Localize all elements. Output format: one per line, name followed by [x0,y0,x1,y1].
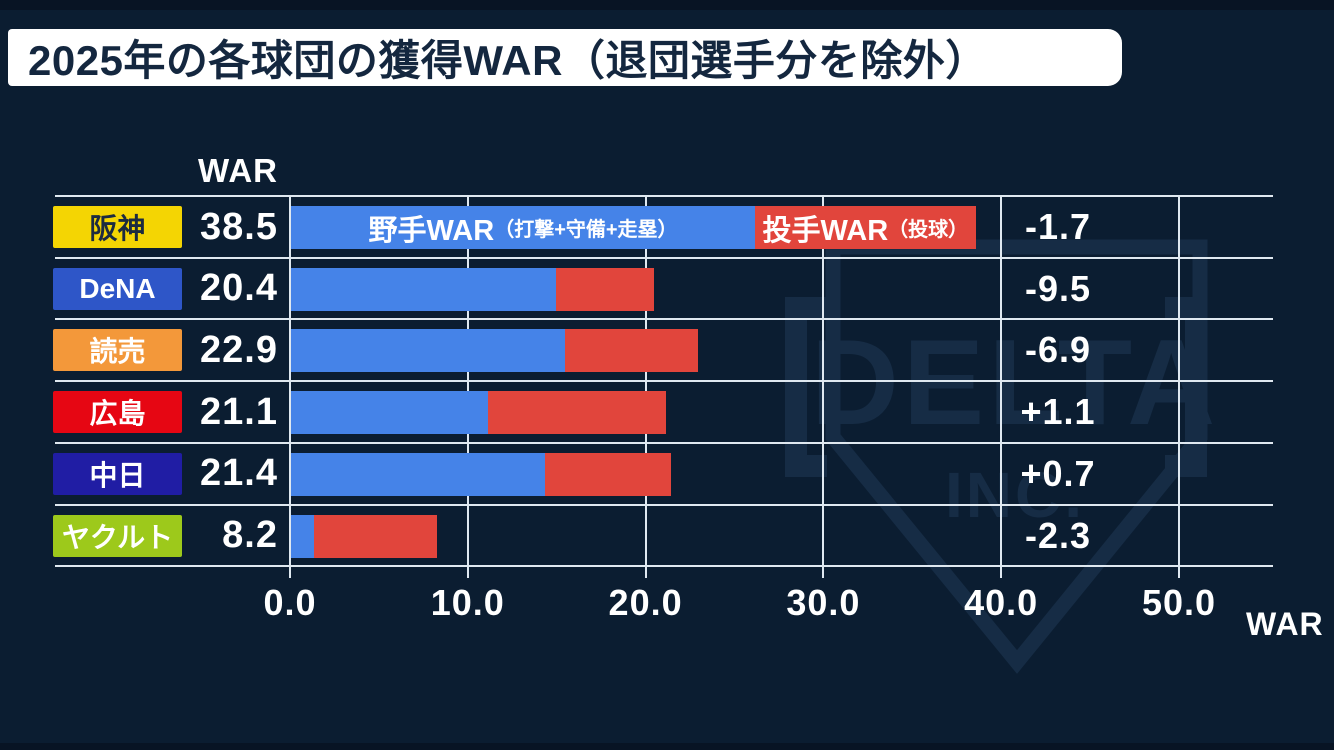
top-letterbox-strip [0,0,1334,10]
team-badge: 中日 [53,452,182,495]
grid-column-line [466,196,469,579]
team-badge: DeNA [53,267,182,310]
watermark-sub-text: INC. [945,459,1085,531]
batter-war-bar: 野手WAR （打撃+守備+走塁） [291,206,756,249]
team-row: 読売 22.9 -6.9 [0,319,1334,381]
grid-row-line [55,318,1273,321]
right-bracket-glyph [1165,297,1207,477]
grid-row-line [55,441,1273,444]
total-war-value: 38.5 [200,205,278,248]
team-badge: 阪神 [53,206,182,248]
batter-war-bar [291,514,315,558]
x-axis-title: WAR [1246,606,1324,642]
pitcher-war-bar [564,329,699,373]
title-banner: 2025年の各球団の獲得WAR（退団選手分を除外） [8,29,1122,86]
batter-legend-label: 野手WAR [368,214,495,247]
batter-war-bar [291,329,565,373]
batter-war-bar [291,267,556,311]
pitcher-war-bar [545,452,672,496]
grid-column-line [1178,196,1180,579]
team-row: 阪神 38.5 野手WAR （打撃+守備+走塁） 投手WAR （投球） -1.7 [0,196,1334,258]
team-row: 中日 21.4 +0.7 [0,443,1334,505]
war-delta-value: +1.1 [1020,391,1096,433]
war-delta-value: -2.3 [1024,514,1092,556]
x-axis-tick-label: 10.0 [430,582,505,623]
x-axis-tick-label: 50.0 [1141,582,1217,623]
batter-war-bar [291,391,489,435]
team-badge: 広島 [53,391,182,434]
pitcher-war-bar [488,391,667,435]
war-column-header: WAR [198,152,278,189]
home-plate-outline [825,239,1208,674]
grid-row-line [55,503,1273,506]
war-delta-value: -6.9 [1024,329,1092,371]
x-axis-tick-label: 40.0 [964,582,1039,623]
total-war-value: 21.1 [200,390,278,433]
grid-column-line [289,196,291,579]
war-delta-value: -9.5 [1024,267,1092,309]
war-delta-value: -1.7 [1024,206,1092,247]
team-badge: 読売 [53,329,182,372]
x-axis-tick-label: 20.0 [608,582,683,623]
pitcher-war-bar [314,514,437,558]
grid-row-line [55,195,1273,197]
page-title: 2025年の各球団の獲得WAR（退団選手分を除外） [28,37,988,84]
grid-row-line [55,565,1273,568]
pitcher-legend-label: 投手WAR [762,214,889,247]
team-row: ヤクルト 8.2 -2.3 [0,505,1334,567]
total-war-value: 8.2 [222,514,278,557]
batter-legend-note: （打撃+守備+走塁） [494,219,678,241]
grid-column-line [1000,196,1003,579]
pitcher-war-bar [555,267,654,311]
x-axis-tick-label: 30.0 [786,582,861,623]
total-war-value: 20.4 [200,267,278,310]
team-badge: ヤクルト [53,514,182,557]
team-row: DeNA 20.4 -9.5 [0,258,1334,320]
grid-column-line [644,196,647,579]
total-war-value: 22.9 [200,328,278,371]
left-bracket-glyph [785,297,827,477]
grid-column-line [822,196,825,579]
total-war-value: 21.4 [200,452,278,495]
team-row: 広島 21.1 +1.1 [0,381,1334,443]
batter-war-bar [291,452,546,496]
pitcher-war-bar: 投手WAR （投球） [755,206,976,249]
pitcher-legend-note: （投球） [888,219,969,241]
grid-row-line [55,256,1273,259]
x-axis-tick-label: 0.0 [263,582,317,623]
grid-row-line [55,380,1273,383]
war-delta-value: +0.7 [1020,452,1096,494]
bottom-letterbox-strip [0,743,1334,750]
